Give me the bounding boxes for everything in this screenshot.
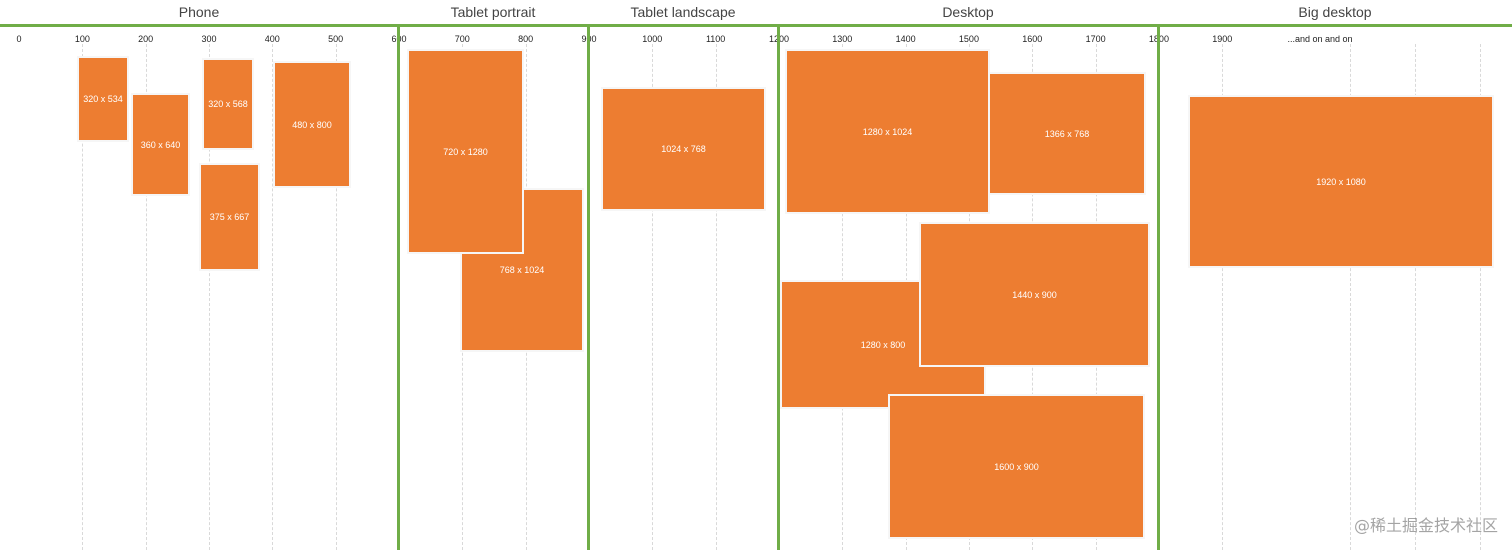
tick-label: 300 xyxy=(201,34,217,44)
device-box: 1440 x 900 xyxy=(919,222,1150,367)
grid-line xyxy=(272,44,273,550)
tick-label: 1500 xyxy=(958,34,979,44)
tick-label: 400 xyxy=(264,34,280,44)
grid-line xyxy=(1480,44,1481,550)
grid-line xyxy=(209,44,210,550)
tick-label: 1000 xyxy=(642,34,663,44)
device-label: 360 x 640 xyxy=(140,139,181,150)
device-label: 1366 x 768 xyxy=(1044,128,1090,139)
breakpoint-divider xyxy=(397,24,400,550)
tick-label: ...and on and on xyxy=(1287,34,1353,44)
device-box: 1280 x 1024 xyxy=(785,49,990,214)
header-divider xyxy=(0,24,1512,27)
device-label: 1280 x 800 xyxy=(860,339,906,350)
device-box: 480 x 800 xyxy=(273,61,351,188)
device-box: 360 x 640 xyxy=(131,93,190,196)
device-box: 320 x 534 xyxy=(77,56,129,142)
tick-label: 1100 xyxy=(705,34,726,44)
category-title-tablet-landscape: Tablet landscape xyxy=(630,4,736,20)
grid-line xyxy=(1350,44,1351,550)
breakpoint-divider xyxy=(587,24,590,550)
device-label: 375 x 667 xyxy=(209,212,250,222)
device-label: 1024 x 768 xyxy=(661,144,706,154)
tick-label: 500 xyxy=(328,34,344,44)
tick-label: 0 xyxy=(16,34,22,44)
device-box: 720 x 1280 xyxy=(407,49,524,254)
category-title-big-desktop: Big desktop xyxy=(1298,4,1372,20)
device-box: 375 x 667 xyxy=(199,163,260,271)
tick-label: 700 xyxy=(454,34,470,44)
tick-label: 800 xyxy=(518,34,534,44)
category-title-desktop: Desktop xyxy=(942,4,994,20)
device-label: 480 x 800 xyxy=(292,119,332,130)
grid-line xyxy=(716,44,717,550)
tick-label: 100 xyxy=(74,34,90,44)
category-title-phone: Phone xyxy=(178,4,220,20)
device-label: 320 x 568 xyxy=(208,99,248,109)
device-label: 320 x 534 xyxy=(83,94,123,104)
device-box: 1600 x 900 xyxy=(888,394,1145,539)
device-box: 1920 x 1080 xyxy=(1188,95,1494,268)
device-label: 1600 x 900 xyxy=(994,461,1039,472)
grid-line xyxy=(1222,44,1223,550)
device-label: 1280 x 1024 xyxy=(862,126,913,137)
breakpoint-divider xyxy=(1157,24,1160,550)
tick-label: 1700 xyxy=(1085,34,1106,44)
grid-line xyxy=(652,44,653,550)
watermark: @稀土掘金技术社区 xyxy=(1353,516,1498,535)
breakpoint-divider xyxy=(777,24,780,550)
device-label: 768 x 1024 xyxy=(499,265,545,275)
tick-label: 1900 xyxy=(1212,34,1233,44)
category-title-tablet-portrait: Tablet portrait xyxy=(450,4,536,20)
tick-label: 1600 xyxy=(1022,34,1043,44)
grid-line xyxy=(82,44,83,550)
device-box: 1024 x 768 xyxy=(601,87,766,211)
device-label: 1920 x 1080 xyxy=(1316,176,1366,187)
device-label: 1440 x 900 xyxy=(1012,289,1057,300)
grid-line xyxy=(146,44,147,550)
grid-line xyxy=(336,44,337,550)
device-label: 720 x 1280 xyxy=(443,146,488,157)
tick-label: 200 xyxy=(138,34,154,44)
tick-label: 1300 xyxy=(832,34,853,44)
device-box: 320 x 568 xyxy=(202,58,254,150)
grid-line xyxy=(1415,44,1416,550)
device-box: 1366 x 768 xyxy=(988,72,1146,195)
tick-label: 1400 xyxy=(895,34,916,44)
